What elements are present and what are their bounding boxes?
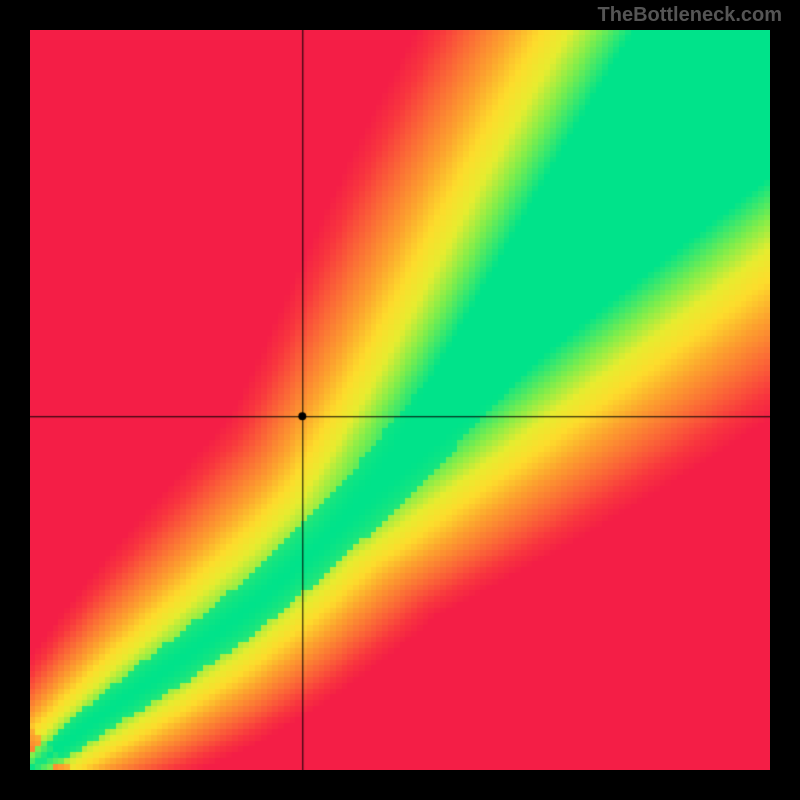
heatmap-plot — [30, 30, 770, 770]
heatmap-canvas — [30, 30, 770, 770]
watermark-text: TheBottleneck.com — [598, 4, 782, 27]
chart-container: TheBottleneck.com — [0, 0, 800, 800]
